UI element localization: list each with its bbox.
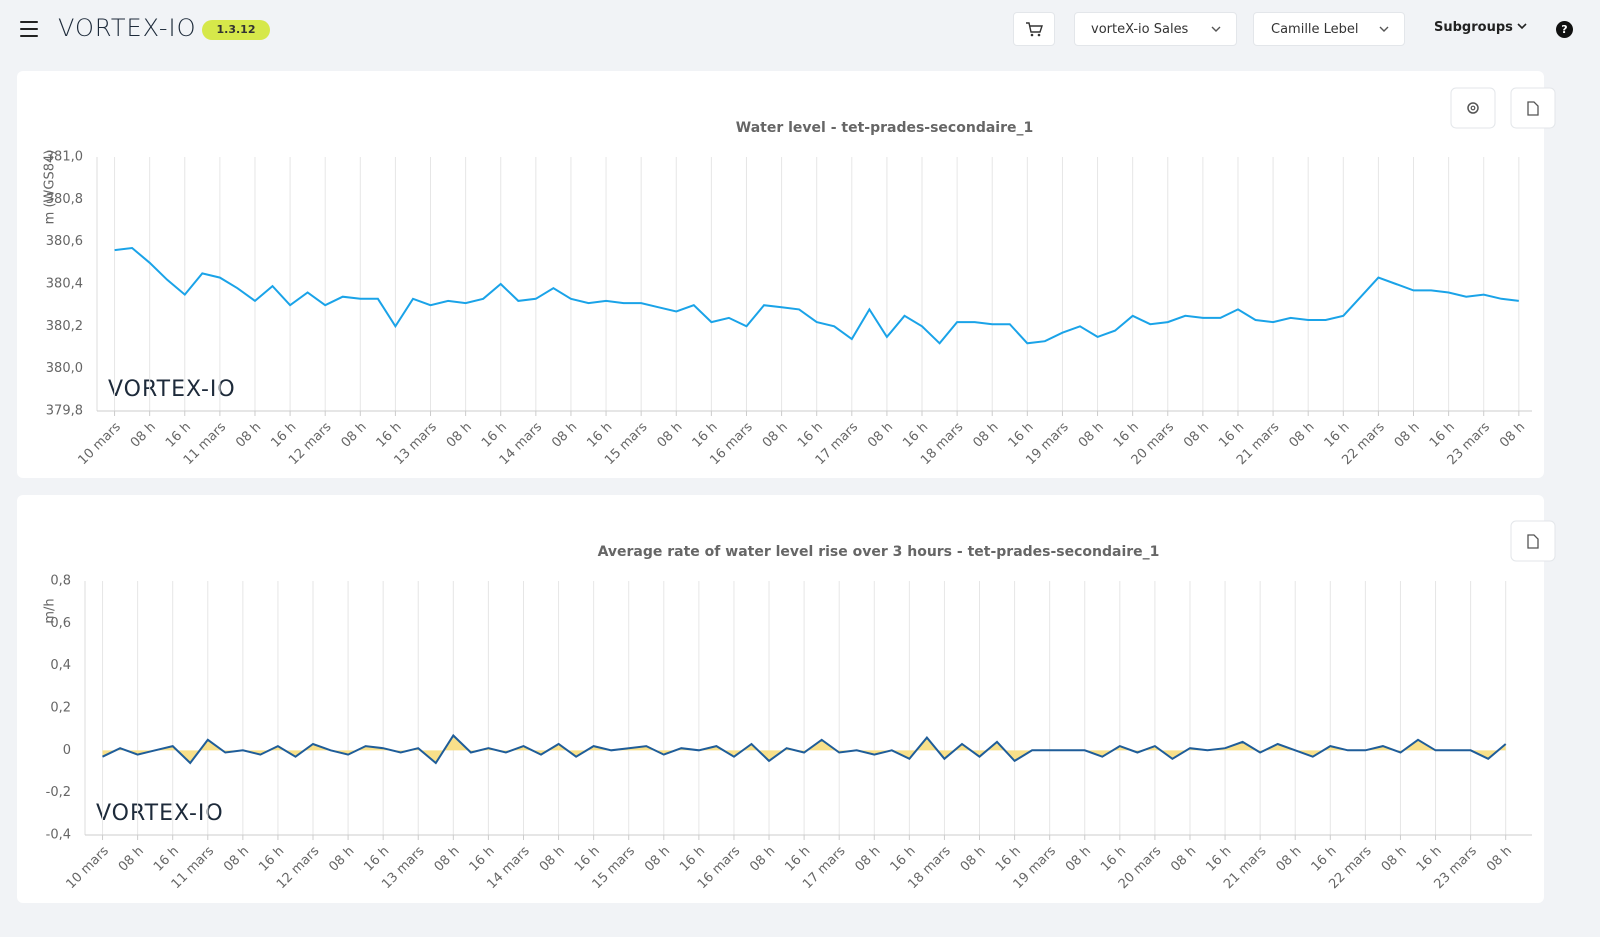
y-tick-label: 379,8 xyxy=(46,404,83,419)
line xyxy=(114,246,1519,345)
export-button[interactable] xyxy=(1510,520,1556,562)
settings-button[interactable] xyxy=(1450,87,1496,129)
help-button[interactable]: ? xyxy=(1556,21,1573,38)
chevron xyxy=(1517,23,1527,30)
chevron xyxy=(1379,26,1389,32)
card xyxy=(17,495,1544,903)
menu-button[interactable] xyxy=(20,21,38,37)
y-tick-label: 380,4 xyxy=(46,277,83,292)
export-button[interactable] xyxy=(1510,87,1556,129)
watermark: VORTEX-IO xyxy=(96,801,224,826)
y-tick-label: 380,0 xyxy=(46,361,83,376)
header: VORTEX-IO 1.3.12 vorteX-io Sales Camille… xyxy=(0,0,1600,62)
y-tick-label: 381,0 xyxy=(46,150,83,165)
y-tick-label: 0 xyxy=(63,743,71,758)
y-tick-label: 0,8 xyxy=(50,574,71,589)
y-tick-label: 380,6 xyxy=(46,234,83,249)
y-tick-label: 380,2 xyxy=(46,319,83,334)
organization: vorteX-io Sales xyxy=(1091,22,1189,37)
logo[interactable]: VORTEX-IO xyxy=(58,14,197,42)
chevron xyxy=(1211,26,1221,32)
y-tick-label: -0,4 xyxy=(46,828,71,843)
y-tick-label: 380,8 xyxy=(46,192,83,207)
y-tick-label: 0,2 xyxy=(50,701,71,716)
chart-title: Water level - tet-prades-secondaire_1 xyxy=(736,120,1033,136)
organization-select[interactable]: vorteX-io Sales xyxy=(1074,12,1237,46)
chart-title: Average rate of water level rise over 3 … xyxy=(598,544,1160,560)
y-axis-label: m (WGS84) xyxy=(43,150,58,225)
card xyxy=(17,71,1544,478)
subgroups: Subgroups xyxy=(1434,20,1513,35)
y-tick-label: 0,6 xyxy=(50,616,71,631)
version-badge: 1.3.12 xyxy=(202,20,270,40)
user: Camille Lebel xyxy=(1271,22,1359,37)
user-select[interactable]: Camille Lebel xyxy=(1253,12,1405,46)
y-axis-label: m/h xyxy=(43,598,58,623)
line xyxy=(102,733,1507,765)
watermark: VORTEX-IO xyxy=(108,377,236,402)
cart-button[interactable] xyxy=(1013,12,1055,46)
cart-icon xyxy=(1026,22,1043,37)
y-tick-label: 0,4 xyxy=(50,658,71,673)
subgroups-menu[interactable]: Subgroups xyxy=(1434,20,1527,35)
area xyxy=(102,735,1506,763)
y-tick-label: -0,2 xyxy=(46,785,71,800)
